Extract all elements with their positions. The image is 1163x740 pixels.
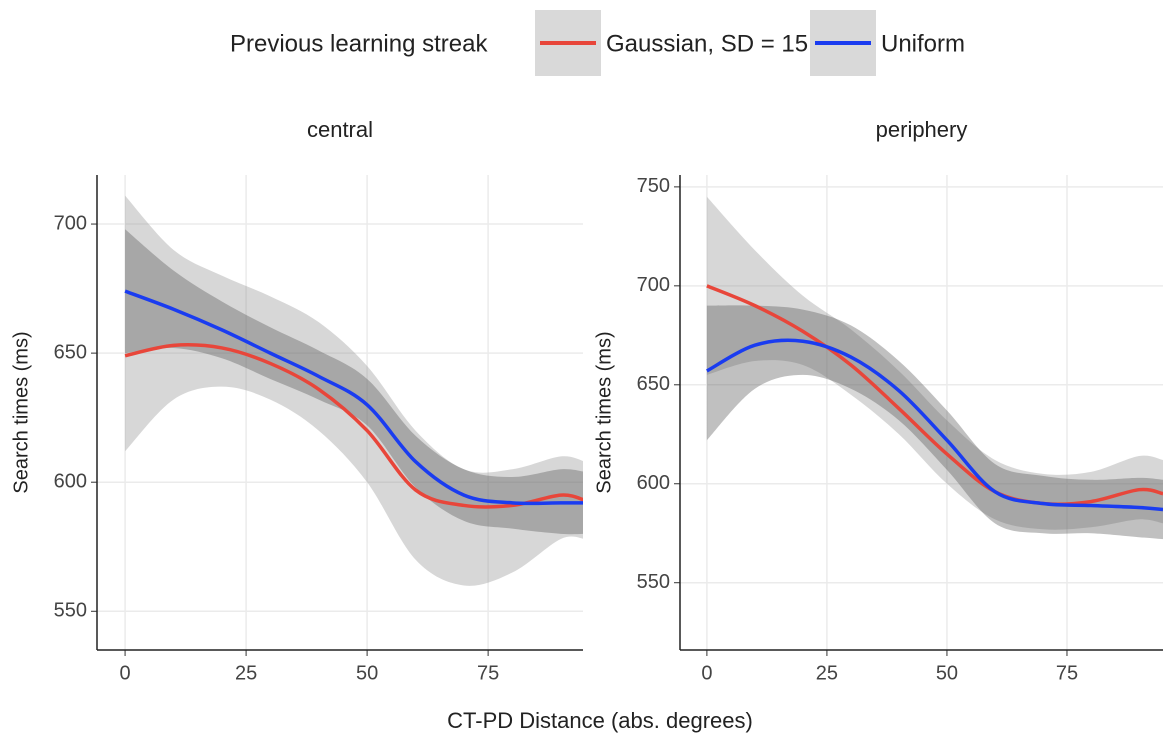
legend-label: Uniform: [881, 30, 965, 57]
y-axis-label: Search times (ms): [10, 331, 32, 493]
plot-area: [124, 195, 583, 586]
line: [706, 338, 1163, 512]
legend-title: Previous learning streak: [230, 30, 488, 57]
x-tick-label: 25: [816, 662, 838, 684]
x-tick-label: 0: [701, 662, 712, 684]
x-tick-label: 50: [356, 662, 378, 684]
y-tick-label: 700: [637, 274, 670, 296]
y-tick-label: 750: [637, 175, 670, 197]
line: [706, 284, 1163, 507]
confidence-band: [706, 305, 1163, 540]
y-tick-label: 650: [637, 373, 670, 395]
plot-area: [706, 196, 1163, 540]
x-tick-label: 75: [477, 662, 499, 684]
y-tick-label: 550: [637, 571, 670, 593]
panel-title: periphery: [876, 117, 968, 142]
y-axis-label: Search times (ms): [593, 331, 615, 493]
y-tick-label: 700: [54, 212, 87, 234]
confidence-band: [125, 229, 583, 535]
y-tick-label: 550: [54, 600, 87, 622]
x-tick-label: 75: [1056, 662, 1078, 684]
x-tick-label: 0: [120, 662, 131, 684]
x-tick-label: 50: [936, 662, 958, 684]
y-tick-label: 600: [54, 470, 87, 492]
panel-title: central: [307, 117, 373, 142]
x-tick-label: 25: [235, 662, 257, 684]
x-axis-label: CT-PD Distance (abs. degrees): [447, 708, 753, 733]
y-tick-label: 600: [637, 472, 670, 494]
legend-label: Gaussian, SD = 15: [606, 30, 808, 57]
line: [124, 289, 583, 506]
confidence-band: [125, 195, 583, 586]
y-tick-label: 650: [54, 341, 87, 363]
